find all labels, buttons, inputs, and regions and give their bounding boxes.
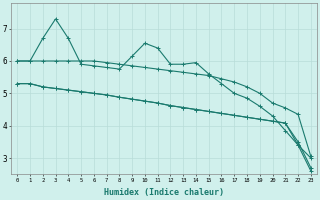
X-axis label: Humidex (Indice chaleur): Humidex (Indice chaleur) — [104, 188, 224, 197]
